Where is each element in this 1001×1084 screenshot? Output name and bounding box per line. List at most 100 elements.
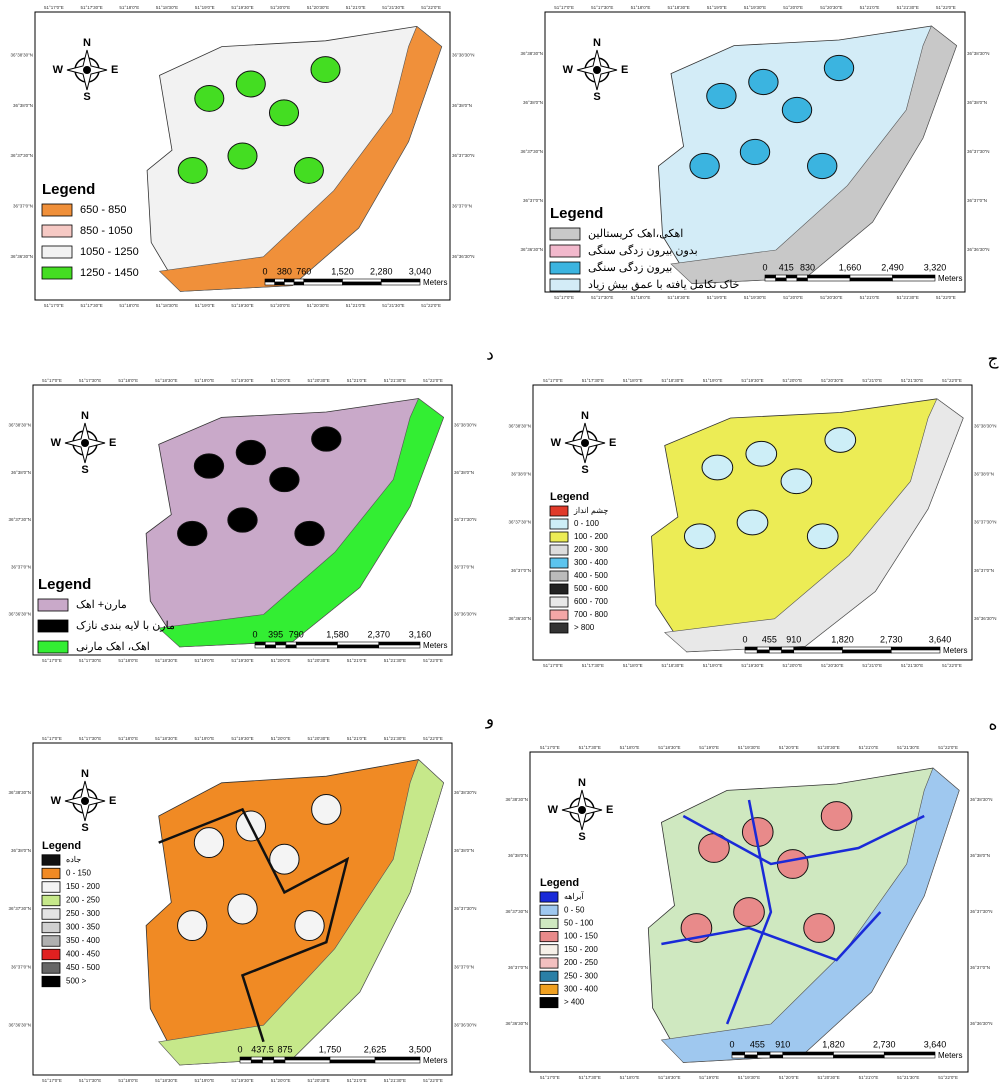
latitude-label: 36°38'0"N xyxy=(511,472,531,477)
legend-swatch xyxy=(42,204,72,216)
legend-swatch xyxy=(42,225,72,237)
scale-label: 0 xyxy=(729,1039,734,1049)
longitude-label: 51°21'30"E xyxy=(897,1075,919,1080)
latitude-label: 36°37'30"N xyxy=(505,909,528,914)
scale-segment xyxy=(263,1057,274,1060)
panel-letter: ج xyxy=(988,350,999,370)
scale-segment xyxy=(343,279,382,282)
longitude-label: 51°18'30"E xyxy=(155,378,177,383)
longitude-label: 51°20'30"E xyxy=(307,5,329,10)
longitude-label: 51°18'0"E xyxy=(118,736,138,741)
legend-swatch xyxy=(42,976,60,987)
latitude-label: 36°36'30"N xyxy=(454,1022,477,1027)
latitude-label: 36°36'30"N xyxy=(505,1021,528,1026)
map-zone xyxy=(781,469,812,494)
scale-label: 830 xyxy=(800,262,815,272)
map-panel: 51°17'0"E51°17'0"E51°17'30"E51°17'30"E51… xyxy=(8,710,494,1084)
legend-title: Legend xyxy=(42,181,95,198)
longitude-label: 51°19'0"E xyxy=(195,1078,215,1083)
latitude-label: 36°37'30"N xyxy=(10,153,33,158)
latitude-label: 36°37'0"N xyxy=(508,965,528,970)
scale-unit: Meters xyxy=(423,641,447,650)
longitude-label: 51°20'30"E xyxy=(820,295,842,300)
longitude-label: 51°20'0"E xyxy=(783,295,803,300)
compass-letter: W xyxy=(51,437,62,449)
longitude-label: 51°19'30"E xyxy=(231,658,253,663)
legend-swatch xyxy=(550,532,568,542)
longitude-label: 51°21'0"E xyxy=(860,295,880,300)
longitude-label: 51°18'0"E xyxy=(620,745,640,750)
scale-label: 3,500 xyxy=(409,1044,432,1054)
latitude-label: 36°37'30"N xyxy=(454,517,477,522)
latitude-label: 36°38'30"N xyxy=(454,790,477,795)
longitude-label: 51°20'30"E xyxy=(817,745,839,750)
longitude-label: 51°20'0"E xyxy=(271,658,291,663)
scale-segment xyxy=(782,650,794,653)
compass-letter: N xyxy=(581,410,589,422)
map-zone xyxy=(821,802,852,831)
scale-segment xyxy=(379,642,420,645)
scale-segment xyxy=(381,279,420,282)
latitude-label: 36°37'30"N xyxy=(8,906,31,911)
longitude-label: 51°21'30"E xyxy=(384,378,406,383)
latitude-label: 36°37'30"N xyxy=(970,909,993,914)
longitude-label: 51°20'0"E xyxy=(271,736,291,741)
scale-segment xyxy=(834,1052,885,1055)
longitude-label: 51°22'0"E xyxy=(421,303,441,308)
compass-center xyxy=(578,806,586,814)
longitude-label: 51°18'30"E xyxy=(662,663,684,668)
legend-label: 0 - 50 xyxy=(564,905,585,914)
legend-label: خاک تکامل یافته با عمق بیش زیاد xyxy=(588,279,739,291)
map-zone xyxy=(228,508,257,532)
longitude-label: 51°21'30"E xyxy=(897,745,919,750)
longitude-label: 51°19'30"E xyxy=(231,1078,253,1083)
legend-label: 300 - 350 xyxy=(66,923,100,932)
longitude-label: 51°21'0"E xyxy=(347,736,367,741)
longitude-label: 51°19'30"E xyxy=(744,295,766,300)
scale-unit: Meters xyxy=(423,1056,447,1065)
scale-label: 415 xyxy=(779,262,794,272)
scale-label: 910 xyxy=(775,1039,790,1049)
scale-segment xyxy=(263,1060,274,1063)
figure: 51°17'0"E51°17'0"E51°17'30"E51°17'30"E51… xyxy=(0,0,1001,1084)
scale-segment xyxy=(294,279,304,282)
latitude-label: 36°37'0"N xyxy=(970,965,990,970)
longitude-label: 51°22'0"E xyxy=(423,658,443,663)
longitude-label: 51°17'0"E xyxy=(543,378,563,383)
legend-label: 850 - 1050 xyxy=(80,225,133,237)
latitude-label: 36°37'30"N xyxy=(452,153,475,158)
map-panel: 51°17'0"E51°17'0"E51°17'30"E51°17'30"E51… xyxy=(508,350,998,669)
scale-segment xyxy=(240,1057,251,1060)
longitude-label: 51°18'30"E xyxy=(662,378,684,383)
compass-letter: W xyxy=(51,795,62,807)
latitude-label: 36°36'30"N xyxy=(8,612,31,617)
compass-letter: N xyxy=(83,37,91,49)
compass-letter: S xyxy=(81,822,88,834)
longitude-label: 51°20'0"E xyxy=(783,378,803,383)
latitude-label: 36°36'30"N xyxy=(10,254,33,259)
scale-label: 395 xyxy=(268,629,283,639)
scale-segment xyxy=(304,279,343,282)
legend-swatch xyxy=(540,971,558,981)
longitude-label: 51°20'30"E xyxy=(308,736,330,741)
map-zone xyxy=(707,83,736,108)
longitude-label: 51°19'0"E xyxy=(195,378,215,383)
compass-letter: W xyxy=(548,804,559,816)
scale-label: 760 xyxy=(296,266,311,276)
latitude-label: 36°38'30"N xyxy=(974,423,997,428)
latitude-label: 36°38'30"N xyxy=(967,51,990,56)
legend-label: 1250 - 1450 xyxy=(80,267,139,279)
latitude-label: 36°36'30"N xyxy=(508,616,531,621)
longitude-label: 51°21'0"E xyxy=(859,745,879,750)
latitude-label: 36°38'0"N xyxy=(967,100,987,105)
longitude-label: 51°22'0"E xyxy=(421,5,441,10)
map-zone xyxy=(269,100,298,126)
legend-label: 450 - 500 xyxy=(66,963,100,972)
longitude-label: 51°17'30"E xyxy=(582,378,604,383)
legend-swatch xyxy=(540,998,558,1008)
scale-label: 2,280 xyxy=(370,266,393,276)
longitude-label: 51°20'30"E xyxy=(821,378,843,383)
longitude-label: 51°17'30"E xyxy=(79,736,101,741)
latitude-label: 36°38'30"N xyxy=(505,797,528,802)
map-zone xyxy=(228,894,257,924)
